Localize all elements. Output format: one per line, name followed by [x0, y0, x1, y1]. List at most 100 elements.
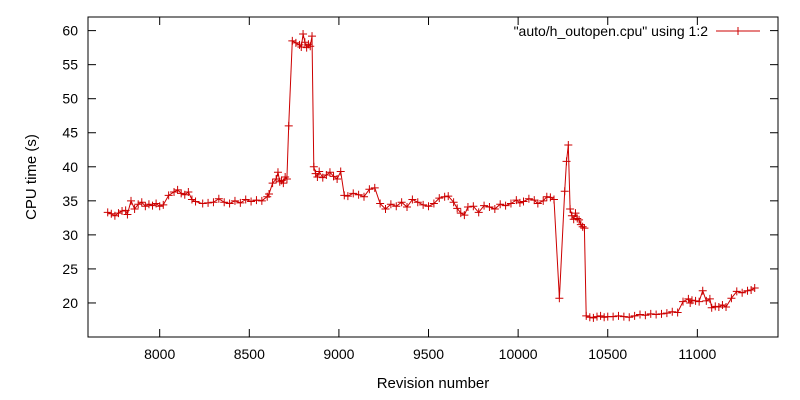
data-point — [134, 200, 143, 209]
data-point — [530, 196, 539, 205]
data-point — [679, 297, 688, 306]
data-point — [419, 200, 428, 209]
data-point — [453, 204, 462, 213]
data-point — [325, 168, 334, 177]
data-point — [705, 294, 714, 303]
data-point — [707, 303, 716, 312]
data-point — [714, 303, 723, 312]
data-point — [118, 207, 127, 216]
data-point — [282, 175, 291, 184]
data-point — [435, 194, 444, 203]
data-point — [646, 309, 655, 318]
data-point — [750, 283, 759, 292]
y-tick-label: 20 — [62, 295, 78, 311]
data-point — [141, 202, 150, 211]
data-point — [652, 310, 661, 319]
data-point — [408, 195, 417, 204]
data-point — [589, 313, 598, 322]
data-point — [304, 40, 313, 49]
data-point — [148, 201, 157, 210]
data-point — [281, 173, 290, 181]
legend-marker — [734, 27, 742, 35]
data-point — [573, 214, 582, 223]
data-point — [747, 286, 756, 295]
data-point — [698, 286, 707, 295]
y-tick-label: 35 — [62, 193, 78, 209]
data-point — [336, 167, 345, 176]
data-point — [273, 168, 282, 177]
data-point — [275, 177, 284, 186]
data-point — [164, 191, 173, 200]
x-tick-label: 9500 — [413, 346, 444, 362]
data-point — [349, 189, 358, 198]
data-point — [600, 313, 609, 322]
series-line — [107, 33, 755, 319]
data-point — [630, 311, 639, 320]
data-point — [722, 303, 731, 312]
plot-frame — [87, 16, 779, 338]
data-point — [191, 197, 200, 206]
data-point — [549, 195, 558, 204]
x-tick-label: 9000 — [323, 346, 354, 362]
data-point — [257, 196, 266, 205]
data-point — [241, 195, 250, 204]
x-axis-title: Revision number — [377, 375, 490, 392]
data-point — [424, 202, 433, 211]
data-point — [657, 309, 666, 318]
x-tick-label: 10500 — [588, 346, 627, 362]
data-point — [340, 191, 349, 200]
data-point — [230, 196, 239, 205]
data-point — [566, 205, 575, 213]
data-point — [485, 202, 494, 211]
data-point — [444, 192, 453, 201]
data-point — [619, 312, 628, 321]
data-point — [636, 310, 644, 319]
data-point — [440, 192, 449, 201]
data-point — [609, 312, 618, 321]
data-point — [575, 215, 584, 224]
data-point — [576, 220, 585, 229]
data-point — [474, 208, 483, 217]
data-point — [673, 308, 682, 317]
y-tick-label: 25 — [62, 261, 78, 277]
data-point — [578, 222, 587, 231]
data-point — [711, 302, 720, 311]
data-point — [214, 194, 223, 203]
y-tick-label: 45 — [62, 125, 78, 141]
y-tick-label: 30 — [62, 227, 78, 243]
data-point — [429, 199, 438, 208]
data-point — [177, 189, 186, 198]
data-point — [300, 38, 309, 47]
data-point — [268, 179, 277, 188]
data-point — [413, 198, 422, 207]
data-point — [225, 199, 234, 208]
data-point — [585, 313, 594, 322]
data-point — [198, 199, 207, 208]
data-point — [501, 201, 510, 210]
data-point — [291, 38, 300, 47]
data-point — [732, 287, 741, 296]
data-point — [123, 210, 132, 219]
data-point — [302, 43, 311, 52]
data-point — [381, 205, 390, 213]
data-point — [539, 196, 548, 205]
data-point — [155, 202, 164, 211]
data-point — [130, 205, 139, 213]
data-point — [284, 121, 293, 130]
data-point — [684, 294, 693, 303]
data-point — [170, 187, 179, 196]
data-point — [702, 296, 711, 305]
data-point — [480, 201, 489, 210]
data-point — [173, 185, 182, 194]
data-point — [555, 294, 564, 303]
data-point — [114, 209, 123, 218]
data-point — [519, 197, 528, 206]
y-axis-title: CPU time (s) — [23, 134, 40, 220]
data-point — [187, 195, 196, 204]
data-point — [236, 198, 245, 207]
data-point — [614, 311, 623, 320]
data-point — [297, 42, 306, 51]
data-point — [397, 198, 406, 207]
data-point — [560, 187, 569, 196]
